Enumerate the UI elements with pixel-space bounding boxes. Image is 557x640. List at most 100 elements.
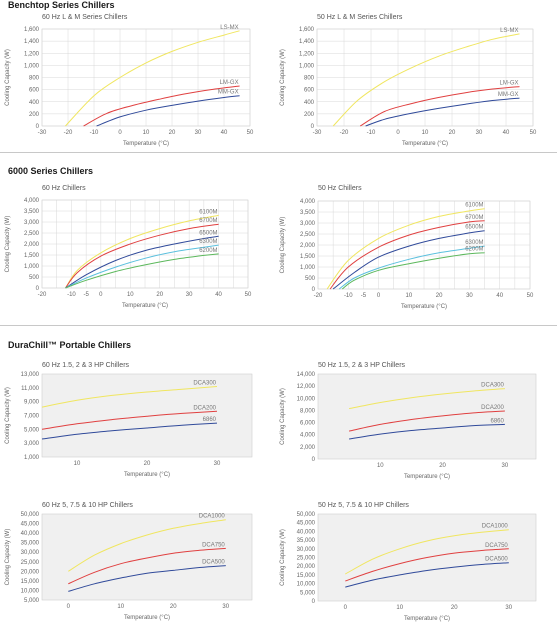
series-label-6860: 6860 bbox=[490, 418, 504, 424]
x-tick-label: -30 bbox=[38, 130, 47, 136]
x-tick-label: 10 bbox=[74, 461, 81, 467]
section-title-benchtop: Benchtop Series Chillers bbox=[8, 0, 115, 10]
chart-svg: 05001,0001,5002,0002,5003,0003,5004,000-… bbox=[5, 198, 252, 309]
chart-title: 50 Hz Chillers bbox=[318, 185, 362, 192]
chart-title: 50 Hz 1.5, 2 & 3 HP Chillers bbox=[318, 362, 406, 369]
x-tick-label: -20 bbox=[314, 293, 323, 299]
y-tick-label: 30,000 bbox=[21, 550, 40, 556]
y-tick-label: 2,500 bbox=[24, 231, 40, 237]
y-tick-label: 0 bbox=[312, 599, 316, 605]
plot-area bbox=[41, 373, 253, 458]
x-tick-label: 40 bbox=[503, 130, 510, 136]
y-tick-label: 10,000 bbox=[21, 588, 40, 594]
x-tick-label: -20 bbox=[38, 292, 47, 298]
series-label-6700m: 6700M bbox=[465, 215, 483, 221]
y-tick-label: 40,000 bbox=[21, 531, 40, 537]
y-tick-label: 3,500 bbox=[300, 210, 316, 216]
series-label-ls-mx: LS-MX bbox=[500, 28, 518, 34]
series-line-dca1000 bbox=[68, 519, 226, 572]
chart-60hz-lm: 60 Hz L & M Series Chillers 0 200 400 600 800… bbox=[0, 12, 270, 147]
chart-title: 50 Hz 5, 7.5 & 10 HP Chillers bbox=[318, 502, 409, 509]
y-axis-label: Cooling Capacity (W) bbox=[5, 387, 11, 444]
series-line-lm-gx bbox=[359, 86, 520, 127]
y-tick-label: 1,000 bbox=[24, 455, 40, 461]
x-tick-label: 10 bbox=[127, 292, 134, 298]
series-label-6500m: 6500M bbox=[199, 230, 217, 236]
x-tick-label: 20 bbox=[144, 461, 151, 467]
series-label-dca1000: DCA1000 bbox=[199, 514, 226, 520]
x-tick-label: 20 bbox=[436, 293, 443, 299]
y-tick-label: 0 bbox=[36, 286, 40, 292]
x-axis-label: Temperature (°C) bbox=[122, 303, 168, 309]
x-axis-label: Temperature (°C) bbox=[404, 474, 450, 480]
series-line-dca200 bbox=[41, 410, 218, 430]
series-line-dca200 bbox=[348, 410, 505, 432]
series-line-lm-gx bbox=[83, 85, 240, 127]
y-tick-label: 14,000 bbox=[297, 372, 316, 378]
y-tick-label: 10,000 bbox=[297, 582, 316, 588]
x-axis-label: Temperature (°C) bbox=[124, 472, 170, 478]
x-tick-label: 10 bbox=[406, 293, 413, 299]
y-tick-label: 1,000 bbox=[300, 265, 316, 271]
y-tick-label: 30,000 bbox=[297, 547, 316, 553]
y-tick-label: 5,000 bbox=[24, 598, 40, 604]
series-label-mm-gx: MM-GX bbox=[498, 92, 519, 98]
y-tick-label: 8,000 bbox=[300, 408, 316, 414]
series-line-6100m bbox=[326, 208, 485, 290]
series-line-mm-gx bbox=[365, 97, 520, 127]
x-tick-label: 0 bbox=[99, 292, 103, 298]
y-axis-label: Cooling Capacity (W) bbox=[5, 49, 11, 106]
y-tick-label: 2,500 bbox=[300, 232, 316, 238]
series-line-6300m bbox=[338, 245, 485, 290]
series-line-dca750 bbox=[345, 548, 509, 582]
y-tick-label: 6,000 bbox=[300, 421, 316, 427]
series-label-ls-mx: LS-MX bbox=[220, 25, 238, 31]
series-label-6200m: 6200M bbox=[465, 247, 483, 253]
y-tick-label: 1,200 bbox=[299, 51, 315, 57]
chart-title: 60 Hz Chillers bbox=[42, 185, 86, 192]
chart-svg: 5,000 10,000 15,000 20,000 25,000 30,000 35,00… bbox=[5, 512, 253, 621]
y-tick-label: 1,400 bbox=[299, 39, 315, 45]
y-tick-label: 5,000 bbox=[24, 427, 40, 433]
y-tick-label: 35,000 bbox=[297, 538, 316, 544]
series-line-6300m bbox=[65, 244, 219, 289]
y-tick-label: 500 bbox=[29, 275, 40, 281]
y-tick-label: 4,000 bbox=[24, 198, 40, 204]
x-tick-label: 0 bbox=[67, 604, 71, 610]
y-tick-label: 2,000 bbox=[24, 242, 40, 248]
series-label-dca500: DCA500 bbox=[485, 557, 508, 563]
x-tick-label: 50 bbox=[247, 130, 254, 136]
y-tick-label: 4,000 bbox=[300, 199, 316, 205]
x-tick-label: 10 bbox=[396, 605, 403, 611]
series-line-ls-mx bbox=[65, 30, 240, 127]
y-tick-label: 3,000 bbox=[24, 441, 40, 447]
x-tick-label: -5 bbox=[361, 293, 367, 299]
y-tick-label: 1,600 bbox=[299, 27, 315, 33]
x-tick-label: 30 bbox=[505, 605, 512, 611]
x-tick-label: 20 bbox=[449, 130, 456, 136]
x-tick-label: 10 bbox=[117, 604, 124, 610]
y-tick-label: 400 bbox=[304, 100, 315, 106]
x-tick-label: 30 bbox=[222, 604, 229, 610]
y-tick-label: 0 bbox=[312, 287, 316, 293]
series-line-dca300 bbox=[41, 386, 218, 408]
series-label-6300m: 6300M bbox=[465, 240, 483, 246]
series-line-dca500 bbox=[68, 565, 226, 592]
y-axis-label: Cooling Capacity (W) bbox=[5, 529, 11, 586]
series-line-mm-gx bbox=[96, 95, 240, 127]
y-tick-label: 200 bbox=[304, 112, 315, 118]
y-tick-label: 20,000 bbox=[297, 564, 316, 570]
y-axis-label: Cooling Capacity (W) bbox=[5, 216, 11, 273]
y-tick-label: 800 bbox=[29, 76, 40, 82]
series-line-ls-mx bbox=[332, 33, 520, 127]
y-axis-label: Cooling Capacity (W) bbox=[280, 49, 286, 106]
series-label-dca200: DCA200 bbox=[193, 405, 216, 411]
x-tick-label: 10 bbox=[377, 463, 384, 469]
series-line-6500m bbox=[332, 230, 485, 290]
x-tick-label: -10 bbox=[67, 292, 76, 298]
x-tick-label: 0 bbox=[377, 293, 381, 299]
y-tick-label: 40,000 bbox=[297, 529, 316, 535]
x-tick-label: 40 bbox=[215, 292, 222, 298]
